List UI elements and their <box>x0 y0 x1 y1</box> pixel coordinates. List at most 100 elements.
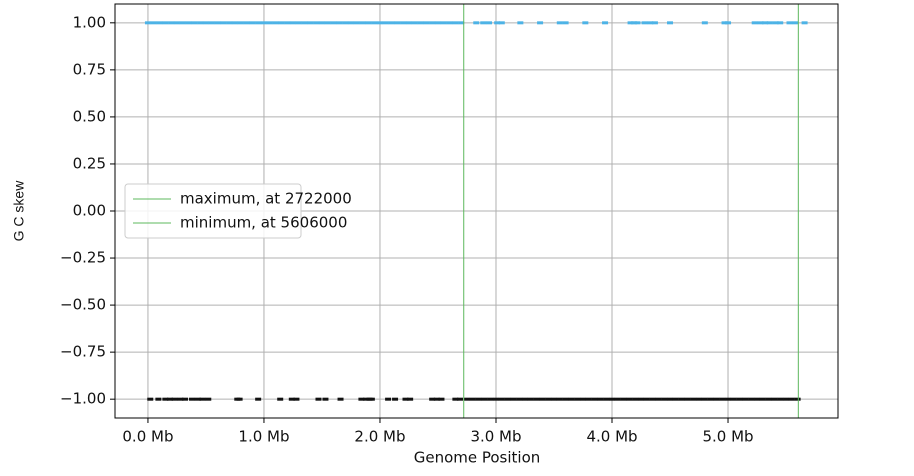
point <box>376 21 383 25</box>
point <box>150 21 157 25</box>
x-tick-label: 4.0 Mb <box>586 428 637 446</box>
point <box>289 21 296 25</box>
legend-box <box>124 183 302 239</box>
x-tick-label: 3.0 Mb <box>470 428 521 446</box>
point <box>385 397 392 401</box>
point <box>231 21 238 25</box>
point <box>277 397 284 401</box>
point <box>759 397 766 401</box>
point <box>757 21 764 25</box>
y-tick-label: −0.25 <box>60 249 106 267</box>
point <box>574 397 581 401</box>
y-tick-label: 1.00 <box>73 13 106 31</box>
point <box>440 21 447 25</box>
point <box>620 397 627 401</box>
point <box>400 21 407 25</box>
point <box>527 397 534 401</box>
point <box>667 397 674 401</box>
point <box>330 21 337 25</box>
point <box>423 21 430 25</box>
point <box>754 397 761 401</box>
y-tick-label: 0.50 <box>73 107 106 125</box>
point <box>272 21 279 25</box>
point <box>533 397 540 401</box>
point <box>638 397 645 401</box>
point <box>667 21 674 25</box>
point <box>721 21 728 25</box>
point <box>189 397 196 401</box>
x-tick-label: 1.0 Mb <box>238 428 289 446</box>
point <box>313 21 320 25</box>
point <box>147 397 154 401</box>
point <box>627 21 634 25</box>
y-tick-label: −0.50 <box>60 296 106 314</box>
point <box>452 21 459 25</box>
point <box>288 397 295 401</box>
point <box>783 397 790 401</box>
point <box>177 397 184 401</box>
point <box>162 21 169 25</box>
point <box>266 21 273 25</box>
point <box>641 21 648 25</box>
plot-frame <box>114 3 839 419</box>
point <box>155 397 162 401</box>
point <box>417 21 424 25</box>
point <box>725 397 732 401</box>
point <box>550 397 557 401</box>
point <box>655 397 662 401</box>
point <box>237 21 244 25</box>
point <box>194 397 201 401</box>
point <box>162 397 169 401</box>
point <box>765 397 772 401</box>
point <box>661 397 668 401</box>
point <box>730 397 737 401</box>
point <box>568 397 575 401</box>
point <box>182 397 189 401</box>
point <box>458 21 465 25</box>
point <box>678 397 685 401</box>
point <box>446 21 453 25</box>
point <box>696 397 703 401</box>
point <box>173 21 180 25</box>
x-tick-label: 5.0 Mb <box>702 428 753 446</box>
point <box>243 21 250 25</box>
point <box>168 21 175 25</box>
point <box>719 397 726 401</box>
point <box>701 397 708 401</box>
point <box>278 21 285 25</box>
point <box>684 397 691 401</box>
point <box>516 397 523 401</box>
y-tick-label: 0.00 <box>73 202 106 220</box>
point <box>634 21 641 25</box>
point <box>672 397 679 401</box>
point <box>236 397 243 401</box>
point <box>772 21 779 25</box>
point <box>144 21 151 25</box>
point <box>295 21 302 25</box>
point <box>197 21 204 25</box>
point <box>315 397 322 401</box>
point <box>786 21 793 25</box>
point <box>402 397 409 401</box>
point <box>582 21 589 25</box>
point <box>517 21 524 25</box>
point <box>556 21 563 25</box>
point <box>358 397 365 401</box>
point <box>736 397 743 401</box>
point <box>307 21 314 25</box>
point <box>324 21 331 25</box>
point <box>463 397 470 401</box>
point <box>725 21 732 25</box>
point <box>388 21 395 25</box>
point <box>199 397 206 401</box>
point <box>539 397 546 401</box>
point <box>649 397 656 401</box>
point <box>429 21 436 25</box>
point <box>556 397 563 401</box>
y-tick-label: 0.25 <box>73 154 106 172</box>
point <box>521 397 528 401</box>
point <box>301 21 308 25</box>
point <box>475 397 482 401</box>
point <box>452 397 459 401</box>
point <box>166 397 173 401</box>
